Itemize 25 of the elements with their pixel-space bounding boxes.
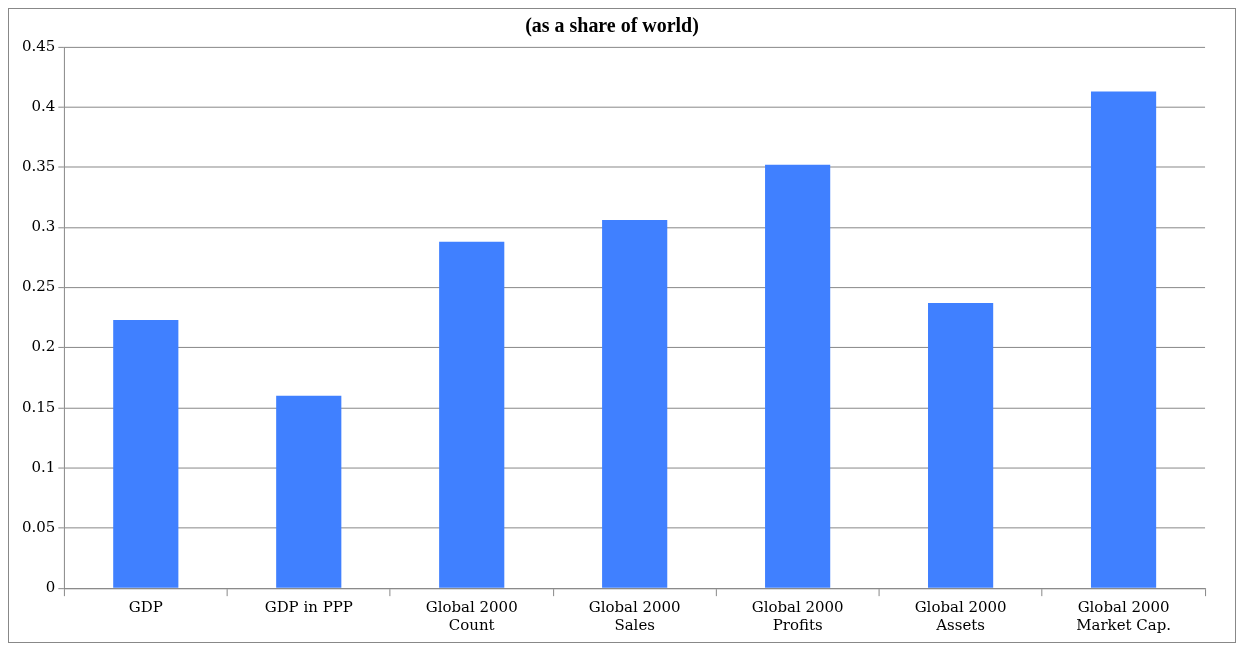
bar (276, 395, 342, 588)
x-tick-label: Global 2000 Sales (588, 598, 681, 634)
y-tick-label: 0 (45, 578, 56, 597)
y-tick-label: 0.25 (22, 277, 56, 296)
y-tick-label: 0.1 (31, 457, 56, 476)
y-tick-label: 0.2 (31, 337, 56, 356)
x-tick-label: GDP in PPP (264, 598, 353, 616)
bar (113, 319, 179, 588)
chart-title: (as a share of world) (525, 14, 699, 38)
x-tick-label: Global 2000 Count (425, 598, 518, 634)
x-tick-label: Global 2000 Market Cap. (1076, 598, 1171, 634)
y-tick-label: 0.3 (31, 217, 56, 236)
x-tick-label: GDP (128, 598, 163, 616)
bar (1090, 91, 1157, 588)
bar (765, 164, 831, 588)
bar (602, 220, 668, 588)
x-tick-label: Global 2000 Assets (914, 598, 1007, 634)
y-tick-label: 0.4 (31, 96, 56, 115)
x-tick-label: Global 2000 Profits (751, 598, 844, 634)
y-tick-label: 0.05 (22, 517, 56, 536)
y-tick-label: 0.15 (22, 397, 56, 416)
bar (439, 241, 505, 588)
bar (928, 303, 994, 588)
y-tick-label: 0.45 (22, 36, 56, 55)
y-tick-label: 0.35 (22, 157, 56, 176)
